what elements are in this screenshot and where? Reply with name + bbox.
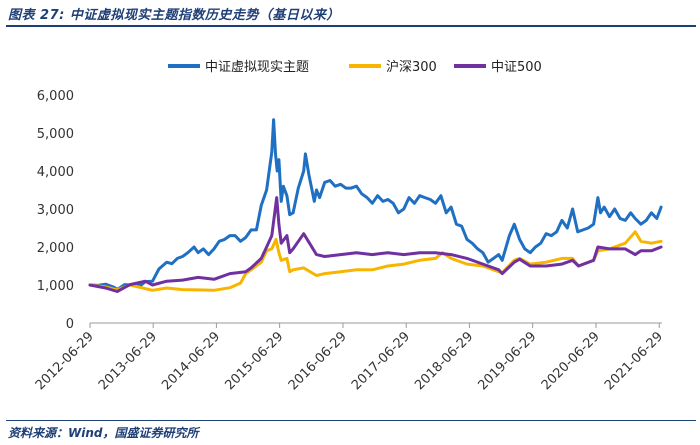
x-tick-label: 2021-06-29 — [602, 329, 666, 393]
title-rule — [6, 25, 696, 27]
y-axis: 0 1,000 2,000 3,000 4,000 5,000 6,000 — [37, 89, 74, 332]
y-tick-label: 3,000 — [37, 203, 74, 218]
series-line-3 — [88, 196, 663, 293]
source-rule — [6, 420, 696, 421]
x-tick-label: 2018-06-29 — [412, 329, 476, 393]
chart-legend: 中证虚拟现实主题 沪深300 中证500 — [168, 59, 542, 75]
y-tick-label: 6,000 — [37, 89, 74, 104]
y-tick-label: 5,000 — [37, 127, 74, 142]
plot-area — [88, 118, 663, 293]
x-tick-label: 2015-06-29 — [222, 329, 286, 393]
x-tick-label: 2014-06-29 — [159, 329, 223, 393]
x-tick-label: 2019-06-29 — [475, 329, 539, 393]
x-axis: 2012-06-29 2013-06-29 2014-06-29 2015-06-29… — [33, 322, 666, 393]
legend-label-1: 中证虚拟现实主题 — [205, 60, 309, 75]
x-tick-label: 2012-06-29 — [33, 329, 97, 393]
source-note: 资料来源：Wind，国盛证券研究所 — [8, 426, 199, 440]
figure-title: 图表 27: 中证虚拟现实主题指数历史走势（基日以来） — [8, 8, 340, 23]
series-line-1 — [88, 118, 663, 292]
legend-label-2: 沪深300 — [386, 59, 437, 75]
x-tick-label: 2016-06-29 — [286, 329, 350, 393]
x-tick-label: 2020-06-29 — [539, 329, 603, 393]
y-tick-label: 1,000 — [37, 279, 74, 294]
y-tick-label: 4,000 — [37, 165, 74, 180]
x-tick-label: 2013-06-29 — [96, 329, 160, 393]
legend-label-3: 中证500 — [491, 60, 542, 75]
y-tick-label: 0 — [66, 317, 74, 332]
x-tick-label: 2017-06-29 — [349, 329, 413, 393]
y-tick-label: 2,000 — [37, 241, 74, 256]
